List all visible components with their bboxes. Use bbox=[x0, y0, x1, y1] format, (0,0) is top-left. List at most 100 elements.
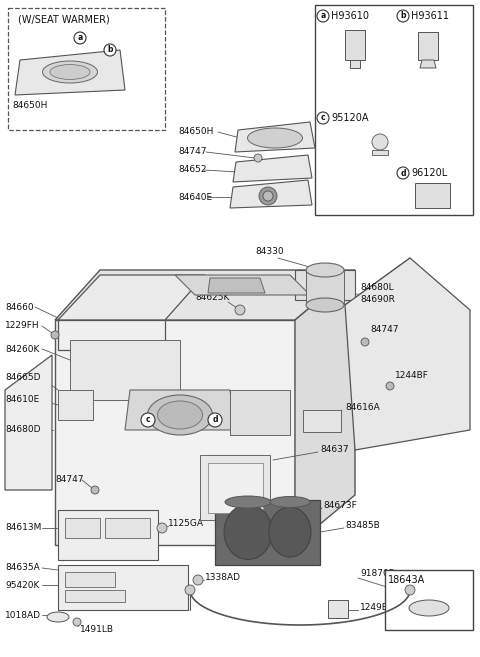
Text: 91870F: 91870F bbox=[360, 570, 394, 579]
Polygon shape bbox=[208, 278, 265, 293]
Bar bbox=[415, 183, 450, 208]
Circle shape bbox=[372, 134, 388, 150]
Text: d: d bbox=[212, 415, 218, 424]
Text: 84747: 84747 bbox=[55, 476, 84, 484]
Text: 84680L: 84680L bbox=[360, 284, 394, 292]
Text: 84680D: 84680D bbox=[5, 426, 40, 434]
Circle shape bbox=[405, 585, 415, 595]
Text: 1018AD: 1018AD bbox=[5, 610, 41, 620]
Circle shape bbox=[386, 382, 394, 390]
Text: 95420K: 95420K bbox=[5, 581, 39, 589]
Bar bbox=[65, 518, 100, 538]
Circle shape bbox=[91, 486, 99, 494]
Bar bbox=[303, 410, 341, 432]
Bar bbox=[208, 463, 263, 513]
Text: a: a bbox=[77, 34, 83, 43]
Text: 84747: 84747 bbox=[370, 325, 398, 334]
Bar bbox=[70, 340, 180, 400]
Polygon shape bbox=[418, 32, 438, 60]
Bar bbox=[306, 270, 344, 305]
Circle shape bbox=[185, 585, 195, 595]
Circle shape bbox=[263, 191, 273, 201]
Text: 1491LB: 1491LB bbox=[80, 625, 114, 635]
Circle shape bbox=[157, 523, 167, 533]
Text: 84660: 84660 bbox=[5, 302, 34, 311]
Text: 1125GA: 1125GA bbox=[168, 520, 204, 528]
Text: 18643A: 18643A bbox=[388, 575, 425, 585]
Ellipse shape bbox=[47, 612, 69, 622]
Ellipse shape bbox=[157, 401, 203, 429]
Text: H93611: H93611 bbox=[411, 11, 449, 21]
Bar bbox=[200, 455, 270, 520]
Circle shape bbox=[317, 10, 329, 22]
Bar bbox=[328, 600, 348, 618]
Polygon shape bbox=[230, 180, 312, 208]
Text: 1338AD: 1338AD bbox=[205, 574, 241, 583]
Polygon shape bbox=[350, 60, 360, 68]
Polygon shape bbox=[175, 275, 310, 295]
Circle shape bbox=[254, 154, 262, 162]
Ellipse shape bbox=[224, 505, 272, 560]
Text: 84637: 84637 bbox=[320, 445, 348, 455]
Bar bbox=[65, 572, 115, 587]
Polygon shape bbox=[58, 320, 165, 350]
Polygon shape bbox=[5, 355, 52, 490]
Bar bbox=[58, 510, 158, 560]
Polygon shape bbox=[345, 258, 470, 450]
Polygon shape bbox=[55, 320, 295, 545]
Polygon shape bbox=[125, 390, 235, 430]
Circle shape bbox=[235, 305, 245, 315]
Circle shape bbox=[51, 331, 59, 339]
Text: H93610: H93610 bbox=[331, 11, 369, 21]
Bar bbox=[372, 150, 388, 155]
Text: 1244BF: 1244BF bbox=[395, 371, 429, 380]
Polygon shape bbox=[215, 500, 320, 565]
Text: 84690R: 84690R bbox=[360, 296, 395, 304]
Text: 84330: 84330 bbox=[255, 248, 284, 256]
Circle shape bbox=[317, 112, 329, 124]
Polygon shape bbox=[235, 122, 315, 152]
Polygon shape bbox=[55, 270, 355, 320]
Polygon shape bbox=[420, 60, 436, 68]
Text: 84610E: 84610E bbox=[5, 396, 39, 405]
Text: 84625K: 84625K bbox=[195, 294, 229, 302]
Text: 84673F: 84673F bbox=[323, 501, 357, 509]
Ellipse shape bbox=[306, 263, 344, 277]
Text: 84652: 84652 bbox=[178, 166, 206, 175]
Polygon shape bbox=[295, 270, 355, 545]
Circle shape bbox=[104, 44, 116, 56]
Ellipse shape bbox=[147, 395, 213, 435]
Polygon shape bbox=[295, 270, 355, 300]
Text: 83485B: 83485B bbox=[345, 520, 380, 530]
Text: c: c bbox=[146, 415, 150, 424]
Text: 96120L: 96120L bbox=[411, 168, 447, 178]
Ellipse shape bbox=[43, 61, 97, 83]
Circle shape bbox=[141, 413, 155, 427]
Ellipse shape bbox=[50, 64, 90, 79]
Bar bbox=[58, 565, 188, 610]
Circle shape bbox=[73, 618, 81, 626]
Text: d: d bbox=[400, 168, 406, 177]
Bar bbox=[105, 518, 150, 538]
Bar bbox=[65, 590, 125, 602]
Ellipse shape bbox=[225, 496, 271, 508]
Text: (W/SEAT WARMER): (W/SEAT WARMER) bbox=[18, 15, 110, 25]
Bar bbox=[58, 390, 93, 420]
Polygon shape bbox=[15, 50, 125, 95]
Text: b: b bbox=[400, 12, 406, 20]
Ellipse shape bbox=[269, 507, 311, 557]
Text: 84635A: 84635A bbox=[5, 564, 40, 572]
Circle shape bbox=[397, 10, 409, 22]
Polygon shape bbox=[233, 155, 312, 182]
Circle shape bbox=[397, 167, 409, 179]
Text: c: c bbox=[321, 114, 325, 122]
FancyBboxPatch shape bbox=[8, 8, 165, 130]
Circle shape bbox=[259, 187, 277, 205]
Bar bbox=[385, 570, 473, 630]
Text: b: b bbox=[107, 45, 113, 55]
Polygon shape bbox=[345, 30, 365, 60]
Ellipse shape bbox=[409, 600, 449, 616]
Text: 84650H: 84650H bbox=[12, 101, 48, 110]
Text: 84260K: 84260K bbox=[5, 344, 39, 353]
Bar bbox=[230, 390, 290, 435]
